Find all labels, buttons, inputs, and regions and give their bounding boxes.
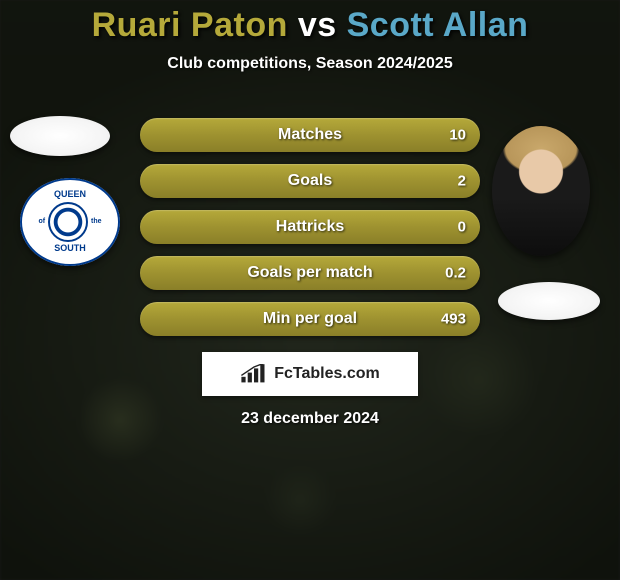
stat-bar-goals-per-match: Goals per match 0.2 <box>140 256 480 290</box>
bar-chart-icon <box>240 364 268 384</box>
stat-label: Hattricks <box>276 218 344 236</box>
stat-value: 493 <box>441 311 466 328</box>
title-player2: Scott Allan <box>347 6 529 44</box>
subtitle: Club competitions, Season 2024/2025 <box>0 55 620 73</box>
stat-bar-hattricks: Hattricks 0 <box>140 210 480 244</box>
stat-value: 10 <box>449 127 466 144</box>
stats-bars: Matches 10 Goals 2 Hattricks 0 Goals per… <box>0 118 620 348</box>
stat-bar-min-per-goal: Min per goal 493 <box>140 302 480 336</box>
stat-label: Matches <box>278 126 342 144</box>
stat-label: Goals <box>288 172 332 190</box>
attribution-box: FcTables.com <box>202 352 418 396</box>
date-text: 23 december 2024 <box>241 410 379 428</box>
stat-value: 0.2 <box>445 265 466 282</box>
page-title: Ruari Paton vs Scott Allan <box>0 0 620 45</box>
title-player1: Ruari Paton <box>92 6 288 44</box>
stat-bar-matches: Matches 10 <box>140 118 480 152</box>
stat-label: Goals per match <box>247 264 372 282</box>
stat-value: 0 <box>458 219 466 236</box>
attribution-text: FcTables.com <box>274 365 380 383</box>
stat-bar-goals: Goals 2 <box>140 164 480 198</box>
title-vs: vs <box>298 6 337 44</box>
infographic-container: Ruari Paton vs Scott Allan Club competit… <box>0 0 620 580</box>
stat-value: 2 <box>458 173 466 190</box>
stat-label: Min per goal <box>263 310 357 328</box>
